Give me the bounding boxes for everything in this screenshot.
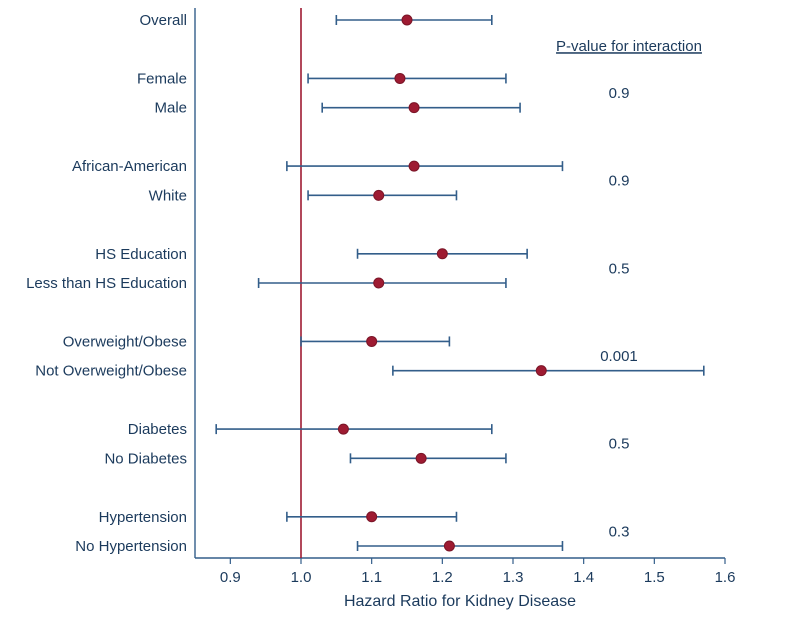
row-label: Overweight/Obese <box>63 333 187 350</box>
x-tick-label: 1.5 <box>644 569 665 586</box>
row-label: HS Education <box>95 246 187 263</box>
hr-marker <box>367 512 377 522</box>
row-label: Not Overweight/Obese <box>35 363 187 380</box>
x-tick-label: 1.6 <box>715 569 736 586</box>
row-label: No Diabetes <box>104 450 187 467</box>
hr-marker <box>374 190 384 200</box>
row-label: No Hypertension <box>75 538 187 555</box>
x-tick-label: 1.3 <box>503 569 524 586</box>
hr-marker <box>409 103 419 113</box>
hr-marker <box>338 424 348 434</box>
row-label: White <box>149 187 187 204</box>
pvalue: 0.3 <box>609 523 630 540</box>
pvalue: 0.5 <box>609 260 630 277</box>
pvalue: 0.5 <box>609 436 630 453</box>
row-label: Female <box>137 70 187 87</box>
pvalue-header: P-value for interaction <box>556 38 702 55</box>
row-label: Hypertension <box>99 509 187 526</box>
forest-plot: 0.9 1.0 1.1 1.2 1.3 1.4 1.5 1.6 Hazard Ratio for… <box>0 0 800 618</box>
forest-plot-svg: 0.9 1.0 1.1 1.2 1.3 1.4 1.5 1.6 Hazard Ratio for… <box>0 0 800 618</box>
x-tick-label: 1.0 <box>291 569 312 586</box>
pvalue: 0.9 <box>609 85 630 102</box>
row-label: Overall <box>139 12 187 29</box>
x-tick-label: 1.2 <box>432 569 453 586</box>
pvalue: 0.001 <box>600 348 638 365</box>
row-label: Male <box>154 100 187 117</box>
hr-marker <box>416 453 426 463</box>
hr-marker <box>374 278 384 288</box>
row-label: African-American <box>72 158 187 175</box>
pvalue: 0.9 <box>609 173 630 190</box>
hr-marker <box>437 249 447 259</box>
x-tick-label: 0.9 <box>220 569 241 586</box>
hr-marker <box>402 15 412 25</box>
hr-marker <box>536 366 546 376</box>
hr-marker <box>395 73 405 83</box>
row-label: Diabetes <box>128 421 187 438</box>
hr-marker <box>444 541 454 551</box>
hr-marker <box>367 336 377 346</box>
hr-marker <box>409 161 419 171</box>
row-label: Less than HS Education <box>26 275 187 292</box>
x-axis-label: Hazard Ratio for Kidney Disease <box>344 593 576 610</box>
x-tick-label: 1.1 <box>361 569 382 586</box>
x-tick-label: 1.4 <box>573 569 594 586</box>
